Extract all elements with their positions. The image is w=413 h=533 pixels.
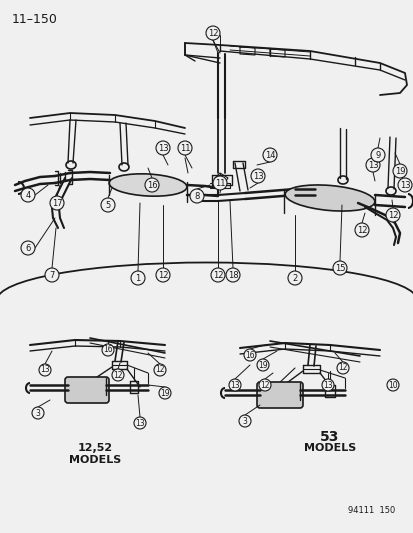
Text: 13: 13	[323, 381, 332, 390]
Circle shape	[131, 271, 145, 285]
Circle shape	[101, 198, 115, 212]
Circle shape	[154, 364, 166, 376]
Text: 19: 19	[394, 166, 404, 175]
Circle shape	[256, 359, 268, 371]
Text: 53: 53	[320, 430, 339, 444]
Text: 12: 12	[155, 366, 164, 375]
Circle shape	[386, 379, 398, 391]
Circle shape	[336, 362, 348, 374]
Text: 4: 4	[25, 190, 31, 199]
Text: 12: 12	[157, 271, 168, 279]
Circle shape	[259, 379, 271, 391]
Circle shape	[50, 196, 64, 210]
Text: 11–150: 11–150	[12, 13, 58, 26]
Circle shape	[228, 379, 240, 391]
Text: 10: 10	[387, 381, 397, 390]
Text: 16: 16	[146, 181, 157, 190]
Text: 12: 12	[387, 211, 397, 220]
Circle shape	[39, 364, 51, 376]
Text: 12: 12	[113, 370, 122, 379]
Text: 16: 16	[103, 345, 112, 354]
Circle shape	[332, 261, 346, 275]
Text: 12: 12	[207, 28, 218, 37]
Circle shape	[112, 369, 124, 381]
Text: 13: 13	[252, 172, 263, 181]
Text: 1: 1	[135, 273, 140, 282]
Circle shape	[370, 148, 384, 162]
Circle shape	[385, 208, 399, 222]
Text: 15: 15	[334, 263, 344, 272]
Circle shape	[243, 349, 255, 361]
Text: 8: 8	[194, 191, 199, 200]
Circle shape	[21, 241, 35, 255]
Text: 18: 18	[227, 271, 238, 279]
FancyBboxPatch shape	[256, 382, 302, 408]
FancyBboxPatch shape	[65, 377, 109, 403]
Circle shape	[250, 169, 264, 183]
Text: 3: 3	[242, 416, 247, 425]
Text: 11: 11	[214, 179, 225, 188]
Text: 12: 12	[356, 225, 366, 235]
Circle shape	[178, 141, 192, 155]
Circle shape	[102, 344, 114, 356]
Circle shape	[156, 268, 170, 282]
Text: MODELS: MODELS	[303, 443, 355, 453]
Circle shape	[134, 417, 146, 429]
Text: 14: 14	[264, 150, 275, 159]
Ellipse shape	[285, 185, 374, 211]
Circle shape	[392, 164, 406, 178]
Text: 13: 13	[399, 181, 409, 190]
Text: 13: 13	[40, 366, 50, 375]
Circle shape	[206, 26, 219, 40]
Circle shape	[262, 148, 276, 162]
Text: 13: 13	[230, 381, 239, 390]
Text: 19: 19	[258, 360, 267, 369]
Circle shape	[397, 178, 411, 192]
Text: 12: 12	[212, 271, 223, 279]
Text: 94111  150: 94111 150	[347, 506, 394, 515]
Text: 13: 13	[135, 418, 145, 427]
Text: 16: 16	[244, 351, 254, 359]
Text: 7: 7	[49, 271, 55, 279]
Text: 5: 5	[105, 200, 110, 209]
Circle shape	[156, 141, 170, 155]
Circle shape	[211, 268, 224, 282]
Circle shape	[321, 379, 333, 391]
Text: 12: 12	[260, 381, 269, 390]
Circle shape	[238, 415, 250, 427]
Ellipse shape	[109, 174, 187, 196]
Circle shape	[365, 158, 379, 172]
Circle shape	[32, 407, 44, 419]
Circle shape	[190, 189, 204, 203]
Text: 17: 17	[52, 198, 62, 207]
Text: MODELS: MODELS	[69, 455, 121, 465]
Circle shape	[287, 271, 301, 285]
Text: 13: 13	[157, 143, 168, 152]
Circle shape	[225, 268, 240, 282]
Text: 12: 12	[337, 364, 347, 373]
Circle shape	[354, 223, 368, 237]
Circle shape	[212, 176, 226, 190]
Circle shape	[21, 188, 35, 202]
Circle shape	[159, 387, 171, 399]
Text: 6: 6	[25, 244, 31, 253]
Text: 11: 11	[179, 143, 190, 152]
Text: 3: 3	[36, 408, 40, 417]
Circle shape	[145, 178, 159, 192]
Circle shape	[45, 268, 59, 282]
Text: 2: 2	[292, 273, 297, 282]
Text: 13: 13	[367, 160, 377, 169]
Text: 19: 19	[160, 389, 169, 398]
Text: 12,52: 12,52	[77, 443, 112, 453]
Text: 9: 9	[375, 150, 380, 159]
